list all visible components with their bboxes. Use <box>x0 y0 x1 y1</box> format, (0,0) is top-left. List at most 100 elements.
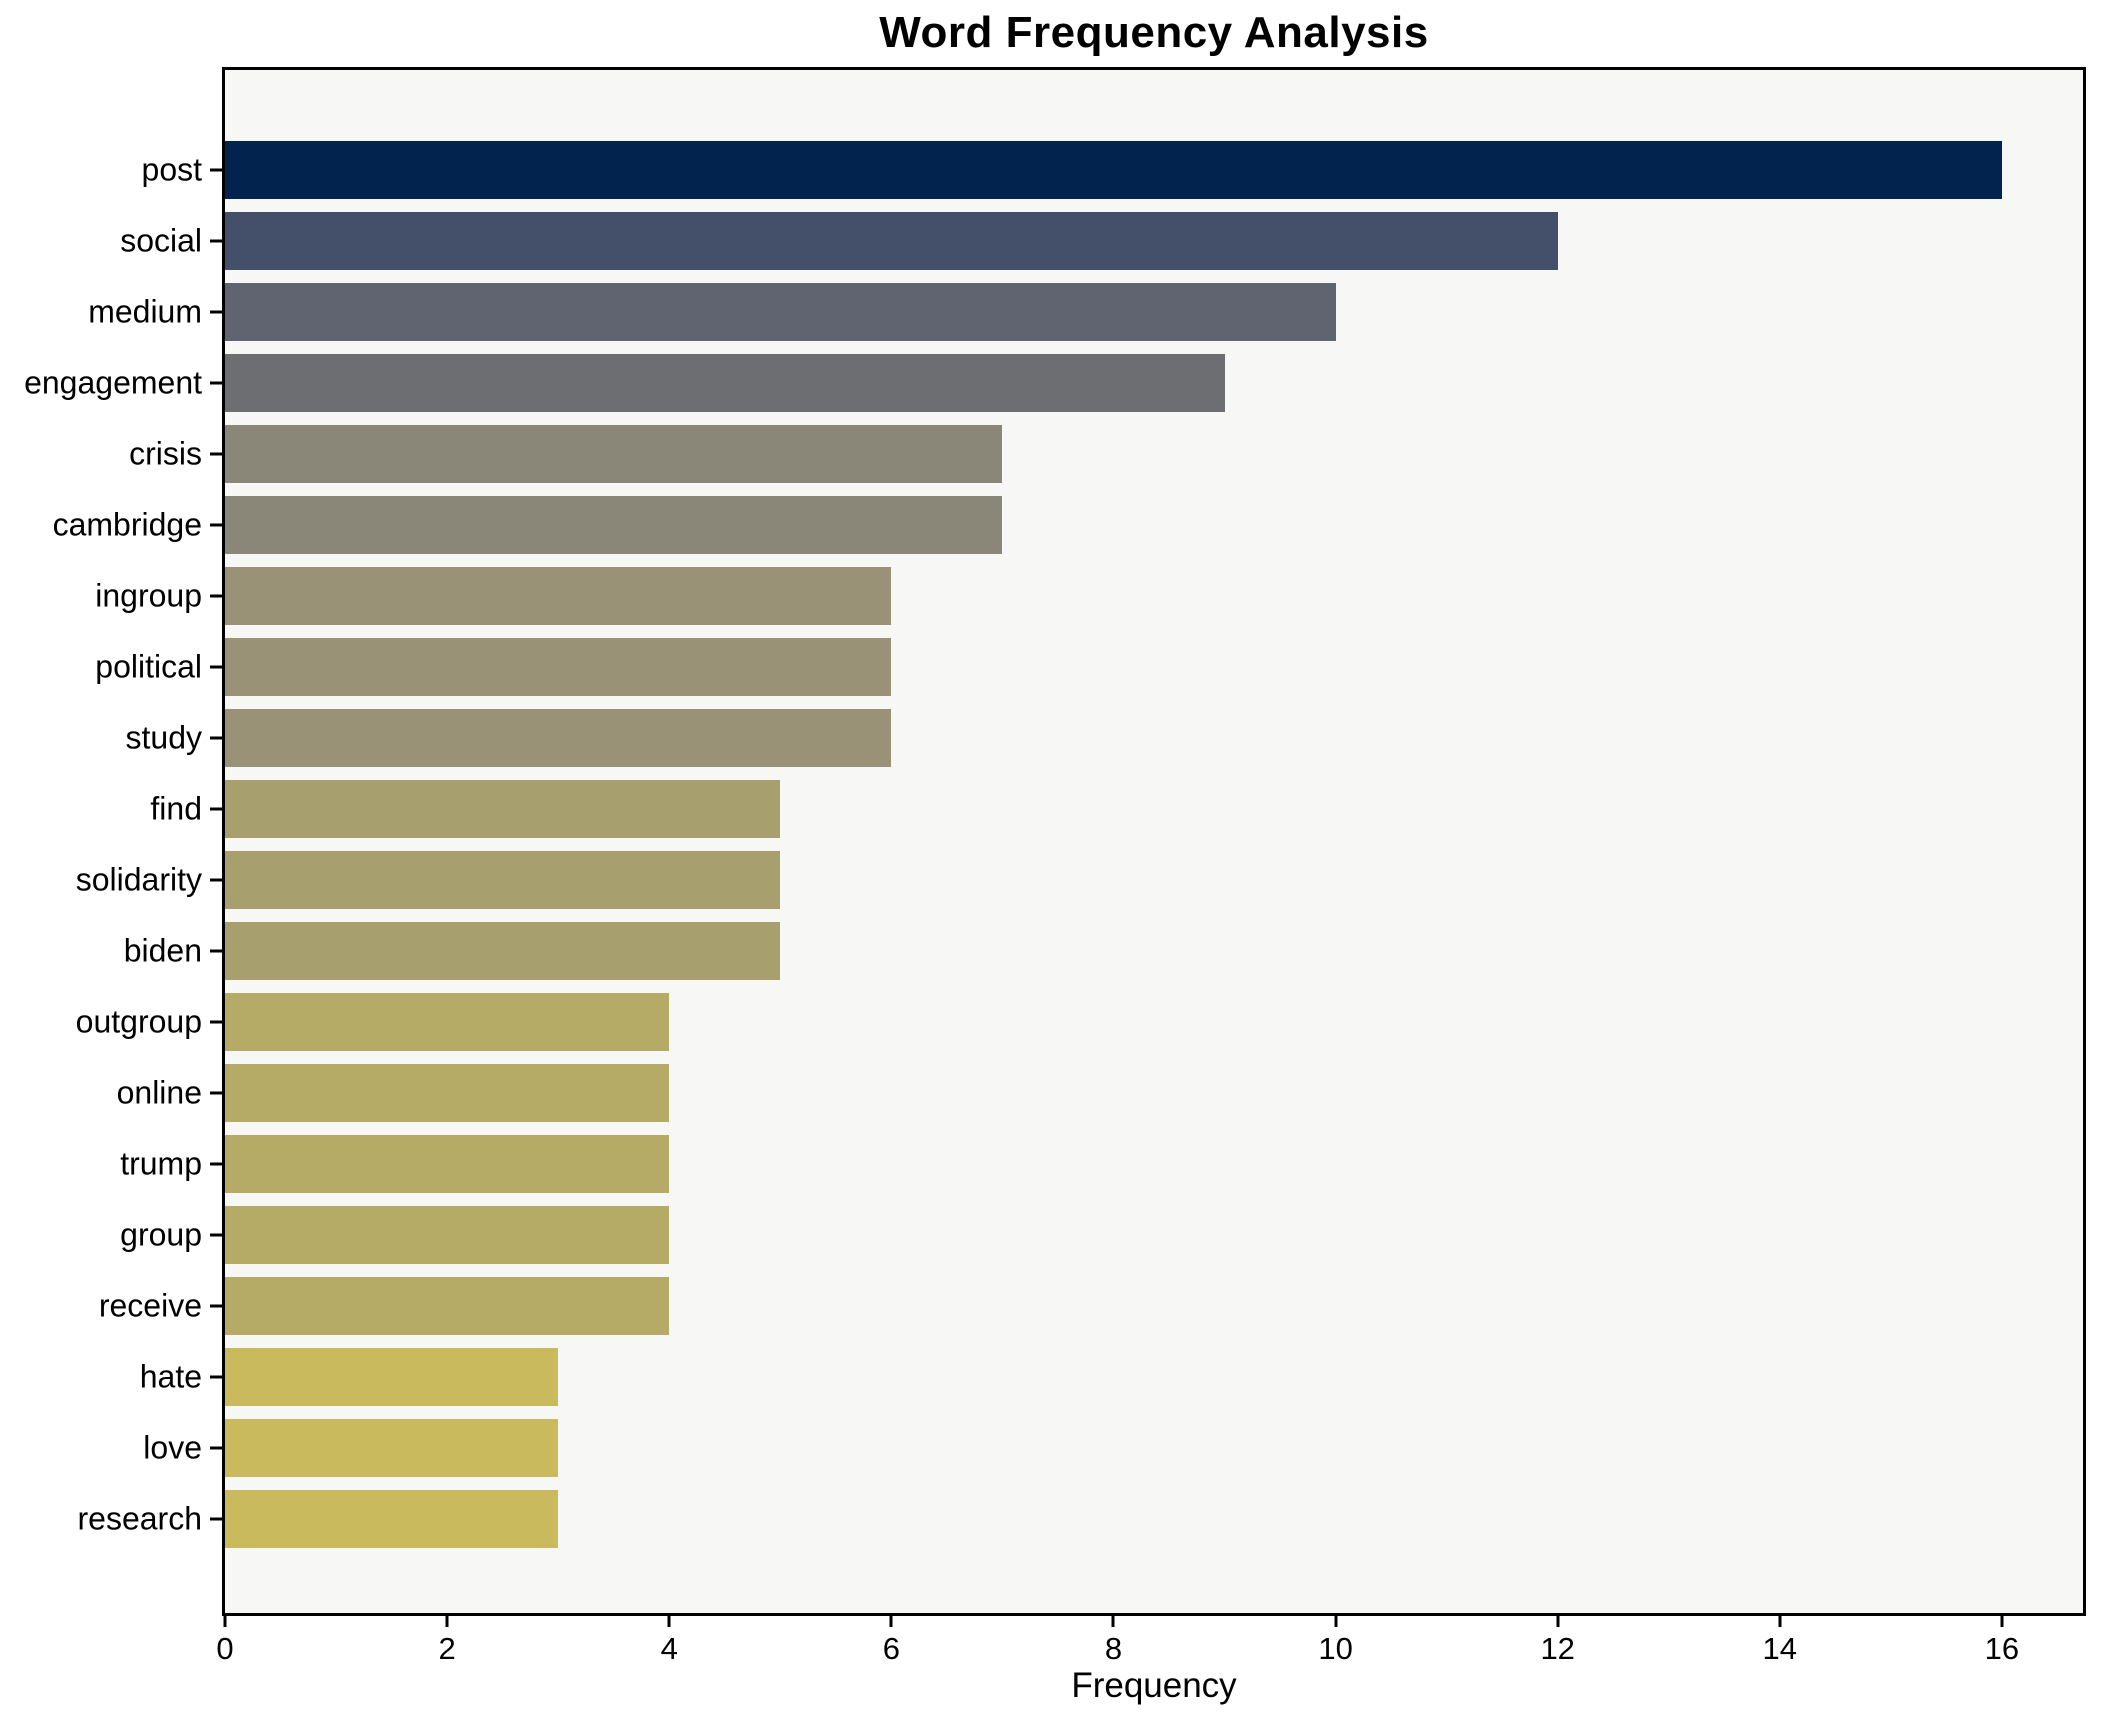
y-tick-mark <box>210 452 222 455</box>
bar-row: outgroup <box>76 986 2083 1057</box>
bar <box>225 1276 670 1335</box>
y-tick-mark <box>210 1304 222 1307</box>
bar <box>225 1134 670 1193</box>
bar <box>225 353 1225 412</box>
x-tick-label: 12 <box>1540 1631 1575 1666</box>
x-tick-mark <box>889 1616 893 1627</box>
y-tick-label: post <box>141 151 202 187</box>
bar <box>225 140 2002 199</box>
bar <box>225 850 781 909</box>
x-tick-mark <box>1778 1616 1782 1627</box>
bar-row: trump <box>120 1128 2083 1199</box>
bar-row: find <box>150 773 2083 844</box>
y-tick-mark <box>210 1233 222 1236</box>
x-tick-label: 10 <box>1318 1631 1353 1666</box>
y-tick-mark <box>210 736 222 739</box>
bar <box>225 992 670 1051</box>
bar <box>225 566 892 625</box>
x-tick-label: 0 <box>216 1631 234 1666</box>
y-tick-label: trump <box>120 1145 202 1181</box>
bar-row: crisis <box>129 418 2083 489</box>
bar-row: ingroup <box>95 560 2083 631</box>
bar-row: research <box>78 1483 2083 1554</box>
bar <box>225 424 1003 483</box>
y-tick-label: political <box>95 648 202 684</box>
bar <box>225 1347 559 1406</box>
bar <box>225 211 1558 270</box>
y-tick-label: find <box>150 790 202 826</box>
y-tick-mark <box>210 807 222 810</box>
x-tick-label: 8 <box>1104 1631 1123 1666</box>
bar-row: cambridge <box>53 489 2083 560</box>
x-axis-label: Frequency <box>1071 1666 1237 1705</box>
y-tick-label: medium <box>88 293 202 329</box>
bar-row: receive <box>99 1270 2083 1341</box>
bar <box>225 495 1003 554</box>
y-tick-mark <box>210 1517 222 1520</box>
y-tick-mark <box>210 168 222 171</box>
plot-area: post social medium engagement crisis cambridg… <box>24 67 2086 1616</box>
x-tick-mark <box>445 1616 449 1627</box>
bar <box>225 1063 670 1122</box>
y-tick-mark <box>210 310 222 313</box>
bar-row: solidarity <box>76 844 2083 915</box>
y-tick-mark <box>210 1091 222 1094</box>
bar <box>225 921 781 980</box>
bar-row: political <box>95 631 2083 702</box>
x-tick-label: 14 <box>1762 1631 1798 1666</box>
y-tick-mark <box>210 949 222 952</box>
y-tick-label: crisis <box>129 435 202 471</box>
x-tick-mark <box>1556 1616 1560 1627</box>
y-tick-mark <box>210 1162 222 1165</box>
y-tick-mark <box>210 1020 222 1023</box>
bar <box>225 708 892 767</box>
bar <box>225 1418 559 1477</box>
bar-row: group <box>120 1199 2083 1270</box>
y-tick-label: love <box>143 1429 202 1465</box>
chart-title: Word Frequency Analysis <box>879 8 1429 57</box>
y-tick-label: online <box>116 1074 202 1110</box>
bar-row: hate <box>140 1341 2083 1412</box>
y-tick-label: cambridge <box>52 506 202 542</box>
x-tick-label: 6 <box>882 1631 900 1666</box>
x-tick-mark <box>2000 1616 2004 1627</box>
bar <box>225 637 892 696</box>
y-tick-label: group <box>120 1216 202 1252</box>
x-tick-label: 16 <box>1984 1631 2020 1666</box>
y-tick-mark <box>210 523 222 526</box>
y-tick-mark <box>210 239 222 242</box>
bar-row: biden <box>124 915 2083 986</box>
bar <box>225 779 781 838</box>
bar-row: post <box>142 134 2083 205</box>
bar-row: engagement <box>24 347 2083 418</box>
bar <box>225 1205 670 1264</box>
x-axis: 0 2 4 6 8 10 12 14 16 <box>216 1616 2083 1716</box>
y-tick-mark <box>210 1375 222 1378</box>
y-tick-label: biden <box>123 932 202 968</box>
x-tick-mark <box>1111 1616 1115 1627</box>
x-tick-mark <box>667 1616 671 1627</box>
y-tick-mark <box>210 665 222 668</box>
bars-container: post social medium engagement crisis cambridg… <box>24 70 2083 1613</box>
x-tick-mark <box>223 1616 227 1627</box>
y-tick-label: solidarity <box>75 861 202 897</box>
y-tick-label: research <box>77 1500 203 1536</box>
bar <box>225 1489 559 1548</box>
x-tick-label: 4 <box>660 1631 678 1666</box>
y-tick-label: social <box>120 222 202 258</box>
bar <box>225 282 1336 341</box>
y-tick-mark <box>210 1446 222 1449</box>
x-tick-label: 2 <box>438 1631 456 1666</box>
y-tick-mark <box>210 594 222 597</box>
bar-row: social <box>120 205 2083 276</box>
y-tick-mark <box>210 878 222 881</box>
y-tick-mark <box>210 381 222 384</box>
x-tick-mark <box>1334 1616 1338 1627</box>
y-tick-label: outgroup <box>75 1003 202 1039</box>
y-tick-label: engagement <box>24 364 202 400</box>
bar-row: love <box>143 1412 2083 1483</box>
y-tick-label: receive <box>98 1287 202 1323</box>
y-tick-label: hate <box>139 1358 202 1394</box>
y-tick-label: study <box>125 719 202 755</box>
